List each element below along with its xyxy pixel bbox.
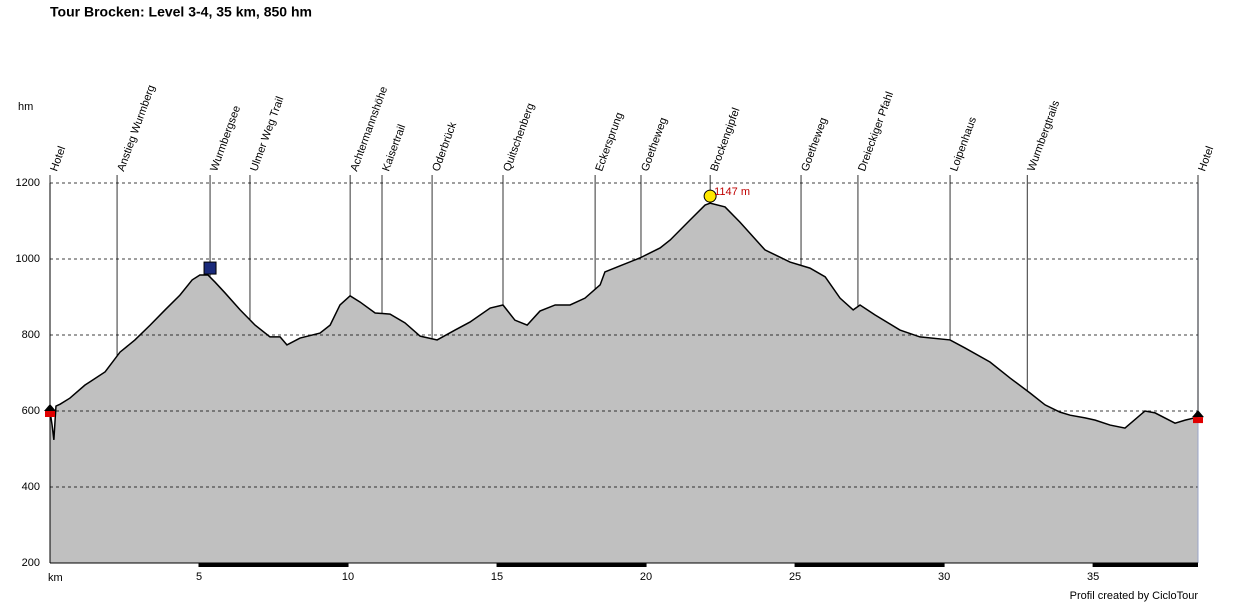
x-tick-label: 15 bbox=[491, 571, 503, 583]
y-tick-label: 200 bbox=[22, 557, 40, 569]
y-axis-label: hm bbox=[18, 101, 33, 113]
x-tick-label: 10 bbox=[342, 571, 354, 583]
area bbox=[50, 203, 1198, 563]
peak-label: 1147 m bbox=[714, 186, 750, 198]
hotel-icon bbox=[1192, 410, 1204, 418]
x-tick-label: 5 bbox=[196, 571, 202, 583]
x-tick-label: 35 bbox=[1087, 571, 1099, 583]
y-tick-label: 1000 bbox=[16, 253, 40, 265]
x-axis-label: km bbox=[48, 572, 63, 584]
y-tick-label: 800 bbox=[22, 329, 40, 341]
scale-bar bbox=[795, 563, 945, 567]
profile-line bbox=[49, 202, 1199, 440]
y-tick-label: 1200 bbox=[16, 177, 40, 189]
peak-marker bbox=[703, 189, 717, 203]
lake-icon bbox=[203, 261, 217, 275]
scale-bar bbox=[1093, 563, 1198, 567]
scale-bar bbox=[497, 563, 647, 567]
hotel-icon bbox=[44, 404, 56, 411]
footer: Profil created by CicloTour bbox=[1070, 590, 1199, 602]
x-tick-label: 30 bbox=[938, 571, 950, 583]
hotel-icon bbox=[1193, 417, 1203, 424]
scale-bar bbox=[199, 563, 349, 567]
hotel-icon bbox=[45, 411, 55, 417]
y-tick-label: 600 bbox=[22, 405, 40, 417]
x-tick-label: 20 bbox=[640, 571, 652, 583]
x-tick-label: 25 bbox=[789, 571, 801, 583]
chart-title: Tour Brocken: Level 3-4, 35 km, 850 hm bbox=[50, 4, 312, 20]
y-tick-label: 400 bbox=[22, 481, 40, 493]
